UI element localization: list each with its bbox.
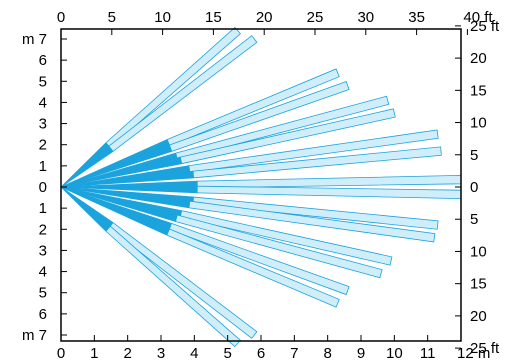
top-axis-label: 0 [57, 9, 65, 26]
right-axis-label: 5 [470, 147, 478, 164]
left-axis-label: 3 [39, 242, 47, 259]
right-axis-label: 10 [470, 115, 487, 132]
beam-up-8-core [61, 171, 195, 187]
beam-up-7-core [61, 165, 191, 187]
top-axis-label: 40 ft [463, 9, 493, 26]
bottom-axis-label: 3 [157, 345, 165, 362]
right-axis-label: 20 [470, 50, 487, 67]
right-axis-label: 15 [470, 82, 487, 99]
bottom-axis-label: 4 [190, 345, 198, 362]
beam-up-2 [60, 35, 258, 188]
top-axis-label: 20 [256, 9, 273, 26]
beam-down-8 [60, 186, 242, 348]
right-axis-label: 5 [470, 211, 478, 228]
right-axis-label: 25 ft [470, 18, 500, 35]
right-axis-label: 0 [470, 179, 478, 196]
beam-up-1-core [61, 142, 111, 187]
left-axis-label: m 7 [22, 327, 47, 344]
bottom-axis-label: 9 [357, 345, 365, 362]
top-axis-label: 15 [205, 9, 222, 26]
left-axis-label: 2 [39, 137, 47, 154]
right-axis-label: 15 [470, 276, 487, 293]
left-axis-label: 0 [39, 179, 47, 196]
beam-up-4 [60, 81, 350, 188]
beam-up-5-core [61, 152, 178, 187]
left-axis-label: 5 [39, 285, 47, 302]
beam-down-6-core [61, 187, 170, 236]
left-axis-label: 6 [39, 52, 47, 69]
left-axis-label: m 7 [22, 31, 47, 48]
beam-up-3-core [61, 139, 171, 187]
beam-up-2-core [61, 145, 114, 187]
left-axis-label: 1 [39, 158, 47, 175]
beam-up-8 [60, 146, 442, 188]
bottom-axis-label: 1 [90, 345, 98, 362]
beams-layer [60, 26, 462, 348]
bottom-axis-label: 7 [290, 345, 298, 362]
top-axis-label: 35 [408, 9, 425, 26]
beam-down-6 [60, 186, 340, 308]
bottom-axis-label: 12 m [457, 345, 490, 362]
beam-mid-2-core [61, 186, 198, 193]
top-axis-label: 5 [108, 9, 116, 26]
left-axis-label: 4 [39, 264, 47, 281]
top-axis-label: 25 [307, 9, 324, 26]
beam-up-6 [60, 108, 396, 188]
left-axis-label: 4 [39, 94, 47, 111]
top-axis-label: 10 [154, 9, 171, 26]
beam-up-4-core [61, 144, 173, 187]
beam-down-4 [60, 186, 383, 279]
left-axis-label: 2 [39, 221, 47, 238]
right-axis-label: 10 [470, 243, 487, 260]
right-axis-label: 20 [470, 308, 487, 325]
beam-up-6-core [61, 156, 183, 187]
bottom-axis-label: 6 [257, 345, 265, 362]
left-axis-label: 1 [39, 200, 47, 217]
bottom-axis-label: 2 [123, 345, 131, 362]
axis-labels: 0 1 2 3 4 5 6 7 8 9 10 11 12 m0 5 10 15 20 25 30 35 40 ftm 7… [22, 9, 500, 362]
left-axis-label: 6 [39, 306, 47, 323]
bottom-axis-label: 10 [386, 345, 403, 362]
bottom-axis-label: 11 [420, 345, 436, 362]
right-axis-label: 25 ft [470, 340, 500, 357]
ticks-layer [60, 25, 468, 349]
left-axis-label: 3 [39, 116, 47, 133]
beam-down-2-core [61, 187, 191, 208]
bottom-axis-label: 0 [57, 345, 65, 362]
top-axis-label: 30 [357, 9, 374, 26]
bottom-axis-label: 5 [223, 345, 231, 362]
beam-down-8-core [61, 187, 111, 232]
left-axis-label: 5 [39, 73, 47, 90]
bottom-axis-label: 8 [323, 345, 331, 362]
beam-down-2 [60, 186, 436, 243]
beam-down-4-core [61, 187, 178, 222]
